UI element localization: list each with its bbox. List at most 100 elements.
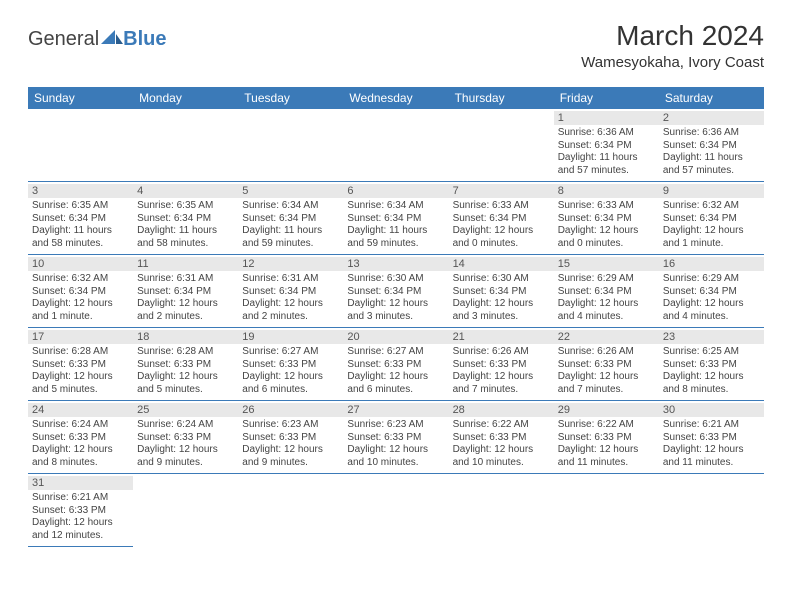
calendar-cell xyxy=(449,474,554,547)
day-number: 16 xyxy=(659,257,764,271)
calendar-row: 31Sunrise: 6:21 AMSunset: 6:33 PMDayligh… xyxy=(28,474,764,547)
day-number: 1 xyxy=(554,111,659,125)
calendar-cell: 28Sunrise: 6:22 AMSunset: 6:33 PMDayligh… xyxy=(449,401,554,474)
sunrise-line: Sunrise: 6:30 AM xyxy=(453,273,550,286)
daylight-line: Daylight: 11 hours and 57 minutes. xyxy=(663,152,760,177)
weekday-header: Monday xyxy=(133,87,238,109)
calendar-cell: 20Sunrise: 6:27 AMSunset: 6:33 PMDayligh… xyxy=(343,328,448,401)
calendar-cell xyxy=(238,474,343,547)
daylight-line: Daylight: 12 hours and 0 minutes. xyxy=(558,225,655,250)
day-number: 11 xyxy=(133,257,238,271)
sunrise-line: Sunrise: 6:33 AM xyxy=(453,200,550,213)
day-number: 31 xyxy=(28,476,133,490)
daylight-line: Daylight: 12 hours and 4 minutes. xyxy=(663,298,760,323)
sunrise-line: Sunrise: 6:36 AM xyxy=(663,127,760,140)
day-number: 17 xyxy=(28,330,133,344)
sunrise-line: Sunrise: 6:35 AM xyxy=(137,200,234,213)
daylight-line: Daylight: 12 hours and 6 minutes. xyxy=(347,371,444,396)
day-number: 15 xyxy=(554,257,659,271)
calendar-cell xyxy=(449,109,554,182)
sunrise-line: Sunrise: 6:36 AM xyxy=(558,127,655,140)
day-number: 24 xyxy=(28,403,133,417)
day-number: 19 xyxy=(238,330,343,344)
day-number: 21 xyxy=(449,330,554,344)
calendar-cell: 9Sunrise: 6:32 AMSunset: 6:34 PMDaylight… xyxy=(659,182,764,255)
sunrise-line: Sunrise: 6:26 AM xyxy=(558,346,655,359)
sunset-line: Sunset: 6:34 PM xyxy=(32,286,129,299)
day-number: 28 xyxy=(449,403,554,417)
calendar-cell: 11Sunrise: 6:31 AMSunset: 6:34 PMDayligh… xyxy=(133,255,238,328)
day-number: 26 xyxy=(238,403,343,417)
sunset-line: Sunset: 6:34 PM xyxy=(558,140,655,153)
sunset-line: Sunset: 6:33 PM xyxy=(558,359,655,372)
day-number: 27 xyxy=(343,403,448,417)
daylight-line: Daylight: 12 hours and 6 minutes. xyxy=(242,371,339,396)
calendar-cell: 26 Sunrise: 6:23 AMSunset: 6:33 PMDayligh… xyxy=(238,401,343,474)
calendar-cell xyxy=(28,109,133,182)
daylight-line: Daylight: 12 hours and 3 minutes. xyxy=(347,298,444,323)
sunset-line: Sunset: 6:34 PM xyxy=(137,213,234,226)
sunset-line: Sunset: 6:33 PM xyxy=(137,432,234,445)
daylight-line: Daylight: 12 hours and 10 minutes. xyxy=(347,444,444,469)
calendar-cell: 3Sunrise: 6:35 AMSunset: 6:34 PMDaylight… xyxy=(28,182,133,255)
sunset-line: Sunset: 6:34 PM xyxy=(663,213,760,226)
calendar-cell: 18Sunrise: 6:28 AMSunset: 6:33 PMDayligh… xyxy=(133,328,238,401)
calendar-cell: 12Sunrise: 6:31 AMSunset: 6:34 PMDayligh… xyxy=(238,255,343,328)
calendar-row: 24Sunrise: 6:24 AMSunset: 6:33 PMDayligh… xyxy=(28,401,764,474)
daylight-line: Daylight: 12 hours and 11 minutes. xyxy=(558,444,655,469)
calendar-cell: 13Sunrise: 6:30 AMSunset: 6:34 PMDayligh… xyxy=(343,255,448,328)
daylight-line: Daylight: 12 hours and 1 minute. xyxy=(32,298,129,323)
calendar-cell: 17Sunrise: 6:28 AMSunset: 6:33 PMDayligh… xyxy=(28,328,133,401)
weekday-header: Thursday xyxy=(449,87,554,109)
calendar-cell: 16 Sunrise: 6:29 AMSunset: 6:34 PMDayligh… xyxy=(659,255,764,328)
calendar-cell xyxy=(659,474,764,547)
title-block: March 2024 Wamesyokaha, Ivory Coast xyxy=(581,20,764,75)
calendar-cell: 14Sunrise: 6:30 AMSunset: 6:34 PMDayligh… xyxy=(449,255,554,328)
calendar-cell: 23Sunrise: 6:25 AMSunset: 6:33 PMDayligh… xyxy=(659,328,764,401)
sunset-line: Sunset: 6:33 PM xyxy=(242,432,339,445)
sunrise-line: Sunrise: 6:27 AM xyxy=(347,346,444,359)
sunrise-line: Sunrise: 6:29 AM xyxy=(558,273,655,286)
sunrise-line: Sunrise: 6:35 AM xyxy=(32,200,129,213)
weekday-header: Saturday xyxy=(659,87,764,109)
sunset-line: Sunset: 6:34 PM xyxy=(663,140,760,153)
calendar-cell xyxy=(133,109,238,182)
calendar-cell: 4 Sunrise: 6:35 AMSunset: 6:34 PMDaylight… xyxy=(133,182,238,255)
daylight-line: Daylight: 12 hours and 7 minutes. xyxy=(453,371,550,396)
daylight-line: Daylight: 12 hours and 3 minutes. xyxy=(453,298,550,323)
sunrise-line: Sunrise: 6:29 AM xyxy=(663,273,760,286)
sunrise-line: Sunrise: 6:23 AM xyxy=(242,419,339,432)
sunset-line: Sunset: 6:33 PM xyxy=(453,432,550,445)
sunset-line: Sunset: 6:33 PM xyxy=(347,359,444,372)
daylight-line: Daylight: 12 hours and 5 minutes. xyxy=(32,371,129,396)
sunrise-line: Sunrise: 6:22 AM xyxy=(453,419,550,432)
sunset-line: Sunset: 6:34 PM xyxy=(663,286,760,299)
sunrise-line: Sunrise: 6:34 AM xyxy=(347,200,444,213)
sunset-line: Sunset: 6:33 PM xyxy=(137,359,234,372)
sunrise-line: Sunrise: 6:30 AM xyxy=(347,273,444,286)
daylight-line: Daylight: 11 hours and 58 minutes. xyxy=(137,225,234,250)
sunrise-line: Sunrise: 6:22 AM xyxy=(558,419,655,432)
daylight-line: Daylight: 11 hours and 59 minutes. xyxy=(347,225,444,250)
daylight-line: Daylight: 12 hours and 9 minutes. xyxy=(242,444,339,469)
day-number: 2 xyxy=(659,111,764,125)
day-number: 29 xyxy=(554,403,659,417)
logo: General Blue xyxy=(28,28,167,51)
calendar-cell: 27Sunrise: 6:23 AMSunset: 6:33 PMDayligh… xyxy=(343,401,448,474)
calendar-cell: 15Sunrise: 6:29 AMSunset: 6:34 PMDayligh… xyxy=(554,255,659,328)
sunset-line: Sunset: 6:33 PM xyxy=(558,432,655,445)
day-number: 4 xyxy=(133,184,238,198)
sunset-line: Sunset: 6:33 PM xyxy=(32,359,129,372)
sunrise-line: Sunrise: 6:21 AM xyxy=(32,492,129,505)
calendar-cell xyxy=(343,474,448,547)
sunset-line: Sunset: 6:34 PM xyxy=(558,213,655,226)
daylight-line: Daylight: 12 hours and 11 minutes. xyxy=(663,444,760,469)
sunset-line: Sunset: 6:33 PM xyxy=(453,359,550,372)
sunset-line: Sunset: 6:33 PM xyxy=(347,432,444,445)
sunset-line: Sunset: 6:34 PM xyxy=(242,286,339,299)
sunrise-line: Sunrise: 6:32 AM xyxy=(663,200,760,213)
calendar-cell: 6Sunrise: 6:34 AMSunset: 6:34 PMDaylight… xyxy=(343,182,448,255)
day-number: 14 xyxy=(449,257,554,271)
weekday-header: Sunday xyxy=(28,87,133,109)
sunset-line: Sunset: 6:34 PM xyxy=(32,213,129,226)
